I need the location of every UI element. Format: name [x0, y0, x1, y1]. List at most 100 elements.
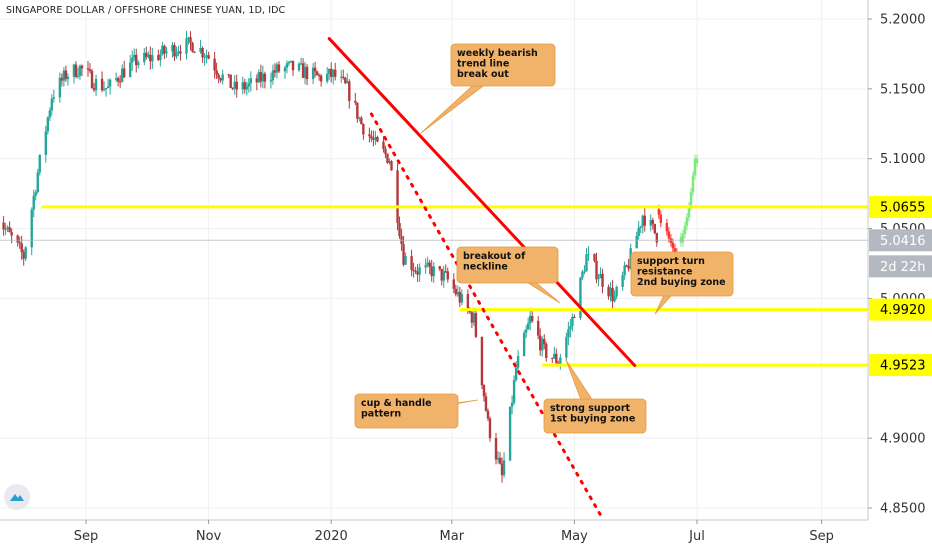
- price-label-text: 4.9523: [880, 359, 926, 374]
- time-tick-label: 2020: [315, 529, 348, 544]
- candle-body: [315, 71, 319, 76]
- annotation-text: breakout of neckline: [463, 251, 526, 273]
- candle-body: [179, 51, 182, 54]
- candle-body: [330, 68, 333, 77]
- level-price-label: 4.9920: [869, 298, 932, 321]
- candle-body: [275, 64, 279, 73]
- candle-body: [78, 65, 82, 76]
- time-tick-label: May: [561, 529, 588, 544]
- candle-body: [488, 418, 492, 439]
- candle-body: [199, 47, 202, 53]
- candle-body: [454, 288, 458, 295]
- candle-body: [486, 410, 490, 419]
- candle-body: [611, 287, 614, 302]
- candle-body: [432, 266, 435, 277]
- candle-body: [231, 87, 234, 89]
- candle-body: [90, 71, 94, 89]
- candle-body: [305, 66, 309, 80]
- candle-body: [374, 136, 377, 140]
- candle-body: [639, 226, 642, 228]
- candle-body: [311, 67, 315, 80]
- candle-body: [58, 77, 62, 98]
- candle-body: [541, 338, 544, 351]
- trend-lines: [327, 37, 637, 517]
- projection-down-candle: [665, 222, 669, 232]
- candle-body: [64, 70, 68, 80]
- time-tick-label: Sep: [809, 529, 834, 544]
- candle-body: [299, 63, 303, 65]
- candle-body: [6, 227, 9, 229]
- candle-body: [215, 70, 218, 75]
- candle-body: [143, 52, 146, 63]
- annotation-box: [450, 43, 556, 87]
- projection-up-candle: [681, 234, 685, 243]
- candle-body: [247, 83, 250, 87]
- price-label-text: 5.0416: [880, 234, 926, 249]
- candle-body: [259, 72, 263, 82]
- candle-body: [512, 380, 516, 403]
- tradingview-logo-icon[interactable]: [4, 484, 30, 510]
- annotation-text: support turn resistance 2nd buying zone: [637, 256, 726, 288]
- price-tick-label: 5.2000: [880, 13, 926, 28]
- candle-body: [173, 45, 176, 57]
- candle-body: [514, 367, 518, 381]
- candle-body: [372, 138, 375, 140]
- annotation-box: [456, 246, 559, 284]
- candle-body: [92, 88, 96, 91]
- candle-body: [344, 78, 347, 84]
- annotation-text-line: breakout of: [463, 251, 526, 262]
- candle-body: [430, 266, 433, 277]
- candle-body: [243, 82, 246, 90]
- price-label-text: 5.0655: [880, 200, 926, 215]
- candle-body: [653, 223, 656, 234]
- candle-body: [116, 78, 120, 82]
- candle-body: [551, 357, 554, 359]
- chart-title: SINGAPORE DOLLAR / OFFSHORE CHINESE YUAN…: [6, 5, 286, 16]
- candle-body: [528, 315, 532, 324]
- annotation-callout: breakout of neckline: [456, 246, 561, 304]
- projection-down-candle: [671, 242, 675, 249]
- candle-body: [609, 287, 612, 297]
- candle-body: [446, 271, 449, 280]
- annotation-box: [543, 398, 647, 434]
- candle-body: [416, 271, 419, 275]
- candle-body: [303, 66, 307, 78]
- candle-body: [2, 222, 5, 230]
- candle-body: [637, 227, 640, 236]
- candle-body: [595, 260, 598, 280]
- candle-body: [327, 68, 331, 74]
- candle-body: [508, 406, 512, 461]
- candle-body: [565, 337, 568, 358]
- candle-body: [587, 254, 590, 256]
- annotation-callout: weekly bearish trend line break out: [420, 43, 556, 134]
- candle-body: [530, 315, 534, 321]
- candle-body: [593, 254, 596, 261]
- price-tick-label: 5.1000: [880, 152, 926, 167]
- candle-body: [94, 78, 98, 91]
- candle-body: [135, 54, 138, 66]
- annotation-callout: strong support 1st buying zone: [543, 359, 647, 434]
- candle-body: [470, 312, 474, 323]
- grid: [0, 0, 868, 520]
- candle-body: [273, 70, 277, 73]
- candle-body: [386, 153, 389, 164]
- candle-body: [285, 63, 289, 68]
- time-tick-label: Mar: [440, 529, 465, 544]
- candle-body: [301, 63, 305, 78]
- candle-body: [581, 271, 584, 278]
- annotations: weekly bearish trend line break out breakou…: [354, 43, 734, 434]
- candle-body: [221, 74, 224, 81]
- candle-body: [474, 313, 478, 337]
- candle-body: [102, 88, 106, 91]
- candle-body: [346, 81, 349, 84]
- candle-body: [607, 286, 610, 297]
- candle-body: [613, 296, 616, 302]
- candle-body: [80, 65, 84, 69]
- time-tick-label: Nov: [196, 529, 222, 544]
- candle-body: [133, 54, 136, 58]
- price-label-box: [869, 255, 932, 278]
- candle-body: [583, 271, 586, 273]
- candle-body: [207, 55, 210, 59]
- price-tick-label: 5.1500: [880, 82, 926, 97]
